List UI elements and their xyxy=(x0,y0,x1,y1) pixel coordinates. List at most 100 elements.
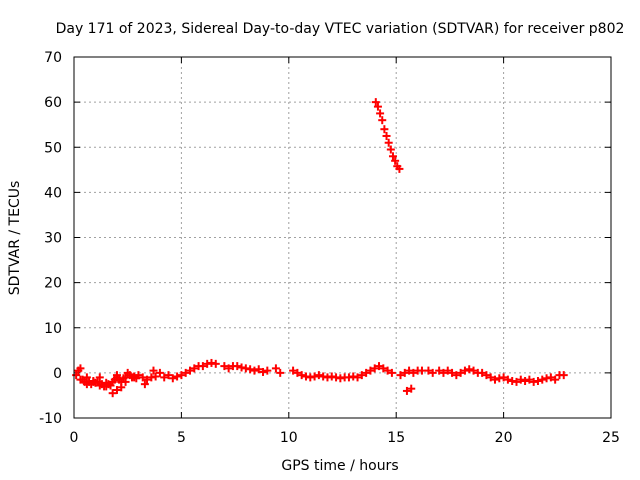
x-tick-label: 15 xyxy=(387,430,405,446)
data-point xyxy=(391,156,400,165)
data-point xyxy=(263,366,272,375)
data-point xyxy=(76,364,85,373)
data-point xyxy=(297,371,306,380)
data-point xyxy=(384,138,393,147)
data-point xyxy=(82,373,91,382)
data-point xyxy=(211,359,220,368)
data-point xyxy=(383,366,392,375)
plot-frame xyxy=(73,56,612,419)
data-point xyxy=(402,386,411,395)
data-point xyxy=(400,368,409,377)
data-point xyxy=(138,373,147,382)
data-point xyxy=(551,375,560,384)
data-point xyxy=(443,366,452,375)
data-point xyxy=(460,366,469,375)
data-point xyxy=(395,164,404,173)
data-point xyxy=(424,366,433,375)
data-point xyxy=(448,368,457,377)
data-point xyxy=(376,109,385,118)
axis-ticks: 0 5 10 15 20 25 -10 0 10 20 30 40 50 60 70 xyxy=(39,50,620,446)
data-point xyxy=(378,116,387,125)
data-point xyxy=(409,368,418,377)
data-point xyxy=(388,152,397,161)
data-point xyxy=(76,375,85,384)
data-point xyxy=(382,131,391,140)
data-point xyxy=(380,125,389,134)
data-point xyxy=(525,375,534,384)
data-point xyxy=(164,371,173,380)
data-point xyxy=(366,366,375,375)
data-point xyxy=(503,375,512,384)
data-point xyxy=(173,372,182,381)
data-point xyxy=(310,372,319,381)
data-point xyxy=(379,364,388,373)
data-point xyxy=(271,364,280,373)
data-point xyxy=(439,368,448,377)
data-point xyxy=(482,371,491,380)
data-point xyxy=(357,371,366,380)
data-point xyxy=(293,368,302,377)
data-point xyxy=(185,366,194,375)
data-point xyxy=(259,367,268,376)
y-tick-label: 50 xyxy=(44,140,62,156)
data-point xyxy=(177,371,186,380)
data-point xyxy=(140,380,149,389)
grid-lines xyxy=(74,57,611,418)
data-point xyxy=(353,373,362,382)
data-point xyxy=(371,98,380,107)
y-tick-label: 40 xyxy=(44,185,62,201)
x-axis-label: GPS time / hours xyxy=(281,458,398,474)
data-point xyxy=(224,364,233,373)
y-tick-label: 20 xyxy=(44,276,62,292)
data-point xyxy=(435,366,444,375)
data-point xyxy=(396,371,405,380)
data-point xyxy=(155,368,164,377)
data-point xyxy=(546,373,555,382)
data-point xyxy=(168,374,177,383)
data-point xyxy=(559,371,568,380)
data-point xyxy=(276,368,285,377)
data-point xyxy=(102,382,111,391)
data-point xyxy=(499,373,508,382)
chart-title: Day 171 of 2023, Sidereal Day-to-day VTE… xyxy=(56,21,625,37)
x-tick-label: 25 xyxy=(602,430,620,446)
data-point xyxy=(289,366,298,375)
data-point xyxy=(478,368,487,377)
data-point xyxy=(89,377,98,386)
data-point xyxy=(491,375,500,384)
data-point xyxy=(108,389,117,398)
data-point xyxy=(521,376,530,385)
y-axis-label: SDTVAR / TECUs xyxy=(7,181,23,296)
y-tick-label: 70 xyxy=(44,50,62,66)
data-point xyxy=(112,371,121,380)
data-point xyxy=(250,366,259,375)
data-point xyxy=(112,386,121,395)
y-tick-label: 30 xyxy=(44,231,62,247)
data-point xyxy=(456,368,465,377)
data-point xyxy=(121,377,130,386)
data-point xyxy=(452,371,461,380)
data-point xyxy=(190,364,199,373)
data-points xyxy=(72,98,568,398)
data-point xyxy=(160,373,169,382)
y-tick-label: -10 xyxy=(39,411,62,427)
data-point xyxy=(386,145,395,154)
data-point xyxy=(143,375,152,384)
y-tick-label: 0 xyxy=(53,366,62,382)
data-point xyxy=(375,362,384,371)
data-point xyxy=(465,365,474,374)
data-point xyxy=(469,366,478,375)
data-point xyxy=(254,365,263,374)
data-point xyxy=(181,368,190,377)
data-point xyxy=(387,368,396,377)
data-point xyxy=(95,373,104,382)
data-point xyxy=(151,372,160,381)
data-point xyxy=(134,371,143,380)
data-point xyxy=(373,102,382,111)
data-point xyxy=(198,362,207,371)
data-point xyxy=(233,362,242,371)
data-point xyxy=(512,377,521,386)
data-point xyxy=(538,375,547,384)
data-point xyxy=(428,368,437,377)
